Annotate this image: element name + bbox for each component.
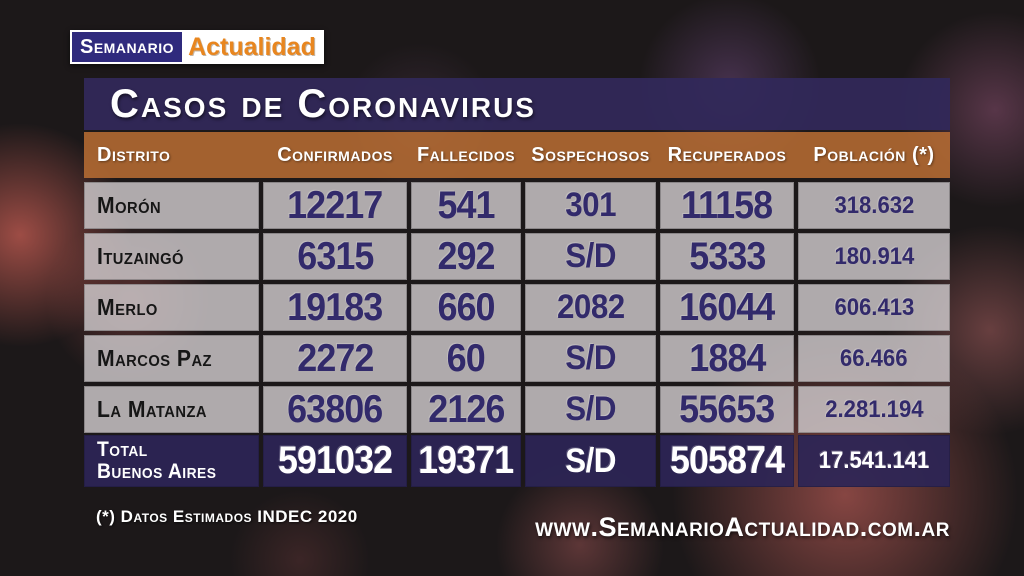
district-name: Marcos Paz (97, 345, 212, 371)
recovered-value: 5333 (688, 234, 766, 278)
recovered-cell: 11158 (660, 182, 794, 229)
table-row-marcos-paz: Marcos Paz 2272 60 S/D 1884 66.466 (84, 335, 950, 382)
suspected-value: 2082 (556, 288, 625, 326)
district-cell: Marcos Paz (84, 335, 259, 382)
header-recuperados: Recuperados (667, 143, 787, 166)
suspected-cell: 2082 (525, 284, 656, 331)
population-value: 606.413 (834, 293, 914, 321)
page-title: Casos de Coronavirus (110, 81, 536, 126)
deaths-cell: 660 (411, 284, 521, 331)
population-cell: 66.466 (798, 335, 950, 382)
population-cell: 606.413 (798, 284, 950, 331)
total-suspected-cell: S/D (525, 435, 656, 487)
total-confirmed-value: 591032 (277, 439, 393, 482)
deaths-value: 541 (437, 183, 495, 227)
recovered-value: 1884 (688, 336, 766, 380)
deaths-cell: 292 (411, 233, 521, 280)
recovered-value: 11158 (681, 183, 773, 227)
header-confirmados: Confirmados (277, 143, 393, 166)
recovered-cell: 1884 (660, 335, 794, 382)
population-value: 2.281.194 (824, 395, 924, 423)
confirmed-cell: 2272 (263, 335, 407, 382)
website-url: www.SemanarioActualidad.com.ar (535, 512, 950, 542)
title-band: Casos de Coronavirus (84, 78, 950, 130)
suspected-value: S/D (565, 339, 616, 377)
recovered-cell: 5333 (660, 233, 794, 280)
population-cell: 2.281.194 (798, 386, 950, 433)
total-recovered-cell: 505874 (660, 435, 794, 487)
deaths-cell: 60 (411, 335, 521, 382)
suspected-value: S/D (565, 390, 616, 428)
suspected-value: 301 (565, 186, 616, 224)
district-cell: La Matanza (84, 386, 259, 433)
population-cell: 318.632 (798, 182, 950, 229)
table-row-la-matanza: La Matanza 63806 2126 S/D 55653 2.281.19… (84, 386, 950, 433)
deaths-cell: 2126 (411, 386, 521, 433)
total-label-line1: Total (97, 438, 148, 461)
total-suspected-value: S/D (565, 441, 616, 480)
header-fallecidos: Fallecidos (416, 143, 516, 166)
district-cell: Ituzaingó (84, 233, 259, 280)
recovered-cell: 16044 (660, 284, 794, 331)
confirmed-cell: 6315 (263, 233, 407, 280)
header-poblacion: Población (*) (813, 143, 935, 166)
district-name: Merlo (97, 294, 158, 320)
table-total-row: Total Buenos Aires 591032 19371 S/D 5058… (84, 435, 950, 487)
confirmed-cell: 12217 (263, 182, 407, 229)
deaths-value: 292 (437, 234, 495, 278)
deaths-value: 2126 (427, 387, 505, 431)
deaths-cell: 541 (411, 182, 521, 229)
suspected-cell: S/D (525, 386, 656, 433)
confirmed-value: 2272 (296, 336, 374, 380)
semanario-actualidad-logo: Semanario Actualidad (70, 30, 324, 64)
population-value: 318.632 (834, 191, 914, 219)
suspected-cell: 301 (525, 182, 656, 229)
deaths-value: 660 (437, 285, 495, 329)
population-cell: 180.914 (798, 233, 950, 280)
suspected-value: S/D (565, 237, 616, 275)
recovered-value: 16044 (679, 285, 775, 329)
confirmed-value: 12217 (287, 183, 383, 227)
total-recovered-value: 505874 (669, 439, 785, 482)
logo-actualidad-text: Actualidad (182, 32, 322, 62)
logo-semanario-text: Semanario (72, 32, 183, 62)
total-label-cell: Total Buenos Aires (84, 435, 259, 487)
total-confirmed-cell: 591032 (263, 435, 407, 487)
data-table-panel: Casos de Coronavirus Distrito Confirmado… (84, 78, 950, 487)
table-row-merlo: Merlo 19183 660 2082 16044 606.413 (84, 284, 950, 331)
population-value: 180.914 (834, 242, 914, 270)
population-value: 66.466 (840, 344, 908, 372)
district-name: Ituzaingó (97, 243, 184, 269)
footnote: (*) Datos Estimados INDEC 2020 (96, 507, 358, 526)
district-cell: Merlo (84, 284, 259, 331)
confirmed-cell: 63806 (263, 386, 407, 433)
recovered-cell: 55653 (660, 386, 794, 433)
total-deaths-cell: 19371 (411, 435, 521, 487)
suspected-cell: S/D (525, 335, 656, 382)
deaths-value: 60 (446, 336, 486, 380)
district-name: La Matanza (97, 396, 207, 422)
total-deaths-value: 19371 (418, 439, 514, 482)
total-label-line2: Buenos Aires (97, 460, 217, 483)
district-cell: Morón (84, 182, 259, 229)
table-header-row: Distrito Confirmados Fallecidos Sospecho… (84, 132, 950, 178)
table-row-ituzaingo: Ituzaingó 6315 292 S/D 5333 180.914 (84, 233, 950, 280)
table-row-moron: Morón 12217 541 301 11158 318.632 (84, 182, 950, 229)
total-population-value: 17.541.141 (818, 447, 930, 474)
confirmed-value: 6315 (296, 234, 374, 278)
district-name: Morón (97, 192, 162, 218)
confirmed-value: 63806 (287, 387, 383, 431)
confirmed-cell: 19183 (263, 284, 407, 331)
header-sospechosos: Sospechosos (531, 143, 650, 166)
confirmed-value: 19183 (287, 285, 383, 329)
suspected-cell: S/D (525, 233, 656, 280)
total-population-cell: 17.541.141 (798, 435, 950, 487)
recovered-value: 55653 (679, 387, 775, 431)
header-distrito: Distrito (97, 143, 171, 166)
